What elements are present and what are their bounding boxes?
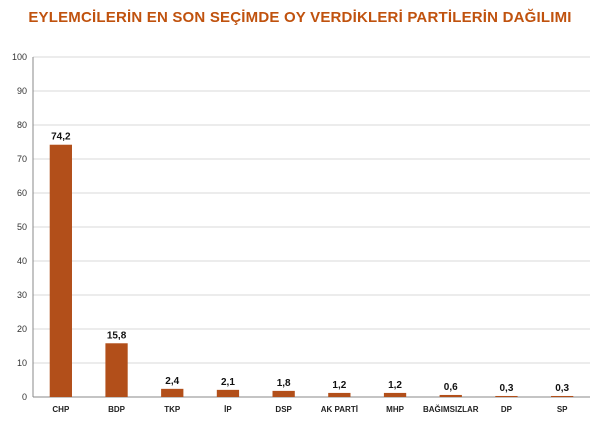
- y-tick-label: 30: [17, 290, 27, 300]
- chart-title: EYLEMCİLERİN EN SON SEÇİMDE OY VERDİKLER…: [28, 9, 572, 26]
- data-label: 1,2: [332, 380, 346, 391]
- data-label: 1,8: [277, 378, 291, 389]
- bar: [272, 390, 295, 397]
- bar: [439, 394, 462, 397]
- x-tick-label: AK PARTİ: [321, 405, 358, 414]
- x-tick-label: CHP: [52, 405, 70, 414]
- data-label: 2,4: [165, 376, 179, 387]
- data-label: 0,3: [499, 383, 513, 394]
- y-tick-label: 40: [17, 256, 27, 266]
- y-tick-label: 10: [17, 358, 27, 368]
- y-tick-label: 70: [17, 154, 27, 164]
- data-label: 0,3: [555, 383, 569, 394]
- bar: [216, 389, 240, 397]
- y-tick-label: 100: [12, 52, 27, 62]
- x-tick-label: BAĞIMSIZLAR: [423, 405, 479, 414]
- x-tick-label: İP: [224, 405, 232, 414]
- y-tick-label: 0: [22, 392, 27, 402]
- data-label: 15,8: [107, 330, 127, 341]
- x-tick-label: BDP: [108, 405, 126, 414]
- bar: [328, 392, 351, 397]
- data-label: 0,6: [444, 382, 458, 393]
- y-tick-label: 60: [17, 188, 27, 198]
- data-label: 1,2: [388, 380, 402, 391]
- y-tick-label: 80: [17, 120, 27, 130]
- y-tick-label: 20: [17, 324, 27, 334]
- x-tick-label: MHP: [386, 405, 404, 414]
- bar: [105, 343, 128, 397]
- y-tick-label: 90: [17, 86, 27, 96]
- bar: [161, 388, 184, 397]
- bar: [49, 144, 72, 397]
- bar: [383, 392, 407, 397]
- data-label: 74,2: [51, 132, 71, 143]
- bar: [551, 395, 574, 397]
- x-tick-label: DP: [501, 405, 513, 414]
- x-tick-label: TKP: [164, 405, 181, 414]
- data-label: 2,1: [221, 377, 235, 388]
- x-tick-label: DSP: [275, 405, 292, 414]
- bar: [495, 395, 518, 397]
- y-tick-label: 50: [17, 222, 27, 232]
- x-tick-label: SP: [557, 405, 568, 414]
